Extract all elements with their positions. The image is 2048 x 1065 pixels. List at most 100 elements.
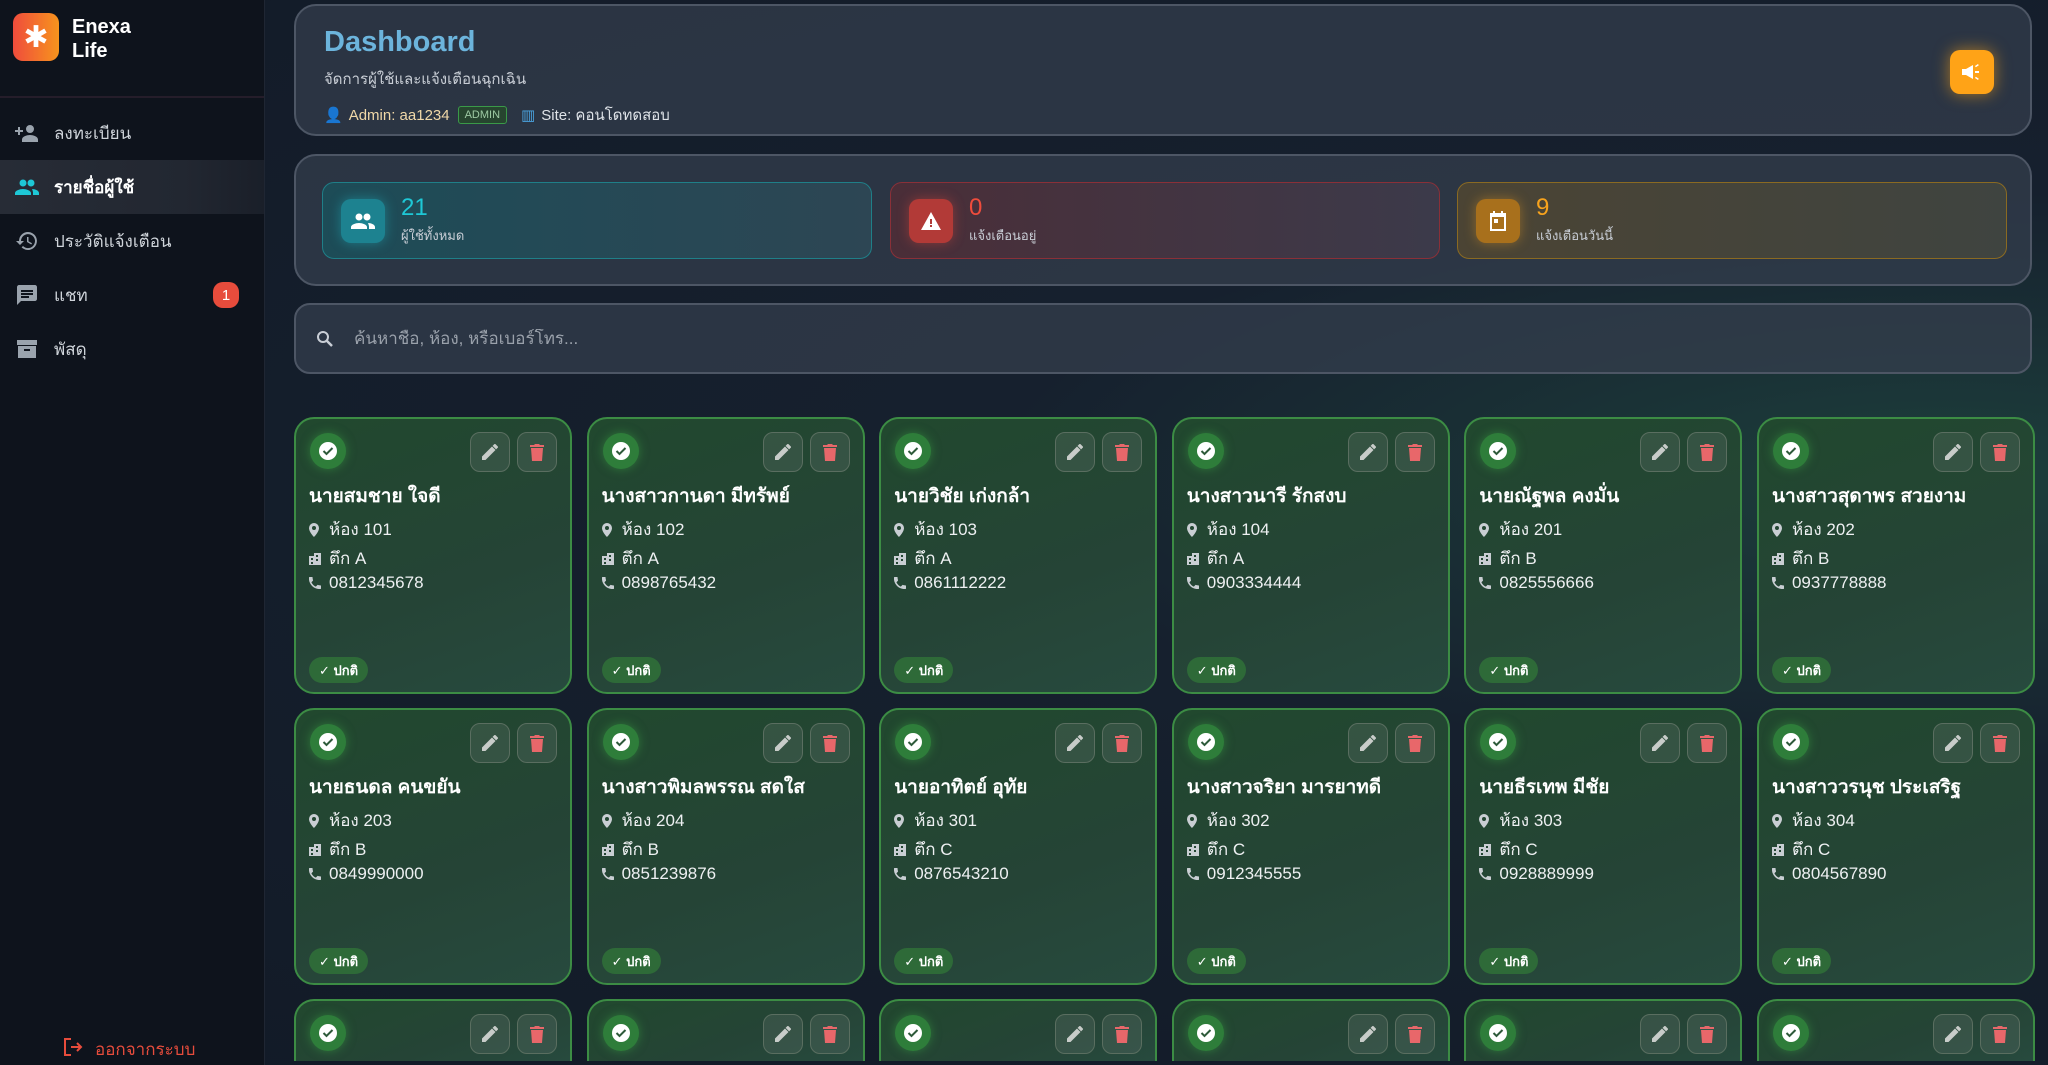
building: ตึก A: [621, 549, 659, 568]
building-row: ตึก C: [1479, 836, 1538, 863]
edit-button[interactable]: [1055, 432, 1096, 472]
trash-icon: [1115, 734, 1130, 752]
edit-button[interactable]: [470, 723, 510, 763]
delete-button[interactable]: [1394, 1014, 1435, 1054]
delete-button[interactable]: [1102, 723, 1143, 763]
user-card[interactable]: นางสาวพิมลพรรณ สดใส ห้อง 204 ตึก B 08512…: [586, 708, 865, 985]
edit-button[interactable]: [470, 432, 510, 472]
user-card[interactable]: นายวิชัย เก่งกล้า ห้อง 103 ตึก A 0861112…: [879, 417, 1158, 694]
broadcast-button[interactable]: [1950, 50, 1994, 94]
edit-button[interactable]: [1932, 723, 1973, 763]
user-card[interactable]: นายอาทิตย์ อุทัย ห้อง 301 ตึก C 08765432…: [879, 708, 1158, 985]
sidebar-item-chat[interactable]: แชท 1: [0, 268, 264, 322]
stats-panel: 21 ผู้ใช้ทั้งหมด 0 แจ้งเตือนอยู่ 9 แจ้งเตือ…: [294, 154, 2032, 286]
user-card[interactable]: นายสมชาย ใจดี ห้อง 101 ตึก A 0812345678 …: [294, 417, 572, 694]
pencil-icon: [482, 735, 498, 751]
search-icon: [317, 330, 333, 347]
edit-button[interactable]: [1640, 723, 1681, 763]
sidebar-item-parcels[interactable]: พัสดุ: [0, 322, 264, 376]
edit-button[interactable]: [762, 432, 803, 472]
edit-button[interactable]: [1640, 1014, 1681, 1054]
delete-button[interactable]: [1687, 1014, 1728, 1054]
delete-button[interactable]: [1979, 432, 2020, 472]
user-card[interactable]: นางสาวกานดา มีทรัพย์ ห้อง 102 ตึก A 0898…: [586, 417, 865, 694]
user-card[interactable]: [1756, 999, 2035, 1061]
edit-button[interactable]: [1055, 1014, 1096, 1054]
logout-button[interactable]: ออกจากระบบ: [63, 1036, 195, 1063]
trash-icon: [822, 734, 837, 752]
building-icon: [309, 843, 323, 856]
phone-row: 0903334444: [1186, 573, 1301, 593]
user-card[interactable]: นายธนดล คนขยัน ห้อง 203 ตึก B 0849990000…: [294, 708, 572, 985]
delete-button[interactable]: [809, 1014, 850, 1054]
phone-row: 0937778888: [1771, 573, 1887, 593]
delete-button[interactable]: [1687, 723, 1728, 763]
edit-button[interactable]: [762, 1014, 803, 1054]
user-card[interactable]: นางสาวจริยา มารยาทดี ห้อง 302 ตึก C 0912…: [1171, 708, 1450, 985]
user-card[interactable]: นางสาววรนุช ประเสริฐ ห้อง 304 ตึก C 0804…: [1756, 708, 2035, 985]
user-card[interactable]: [294, 999, 572, 1061]
site-label: Site: คอนโดทดสอบ: [541, 107, 670, 124]
brand-name: Enexa Life: [72, 16, 131, 62]
phone-icon: [1186, 577, 1201, 589]
sidebar-item-user-list[interactable]: รายชื่อผู้ใช้: [0, 160, 264, 214]
pencil-icon: [1067, 735, 1084, 751]
delete-button[interactable]: [1102, 1014, 1143, 1054]
building: ตึก C: [914, 840, 953, 859]
building: ตึก C: [1206, 840, 1246, 859]
user-card[interactable]: [1464, 999, 1743, 1061]
user-card[interactable]: นางสาวสุดาพร สวยงาม ห้อง 202 ตึก B 09377…: [1756, 417, 2035, 694]
sidebar-item-register[interactable]: ลงทะเบียน: [0, 106, 264, 160]
delete-button[interactable]: [1979, 723, 2020, 763]
room: ห้อง 303: [1499, 811, 1563, 830]
delete-button[interactable]: [1394, 723, 1435, 763]
edit-button[interactable]: [1347, 432, 1388, 472]
pencil-icon: [1944, 1026, 1961, 1042]
user-card[interactable]: [879, 999, 1158, 1061]
delete-button[interactable]: [809, 432, 850, 472]
logo-asterisk-icon: ✱: [13, 13, 59, 61]
delete-button[interactable]: [1394, 432, 1435, 472]
pencil-icon: [482, 444, 498, 460]
user-card[interactable]: [1171, 999, 1450, 1061]
location-pin-icon: [894, 813, 908, 828]
user-card[interactable]: นายณัฐพล คงมั่น ห้อง 201 ตึก B 082555666…: [1464, 417, 1743, 694]
user-card[interactable]: [586, 999, 865, 1061]
building: ตึก A: [329, 549, 367, 568]
delete-button[interactable]: [1979, 1014, 2020, 1054]
search-input[interactable]: [354, 328, 1854, 349]
history-icon: [14, 230, 40, 252]
edit-button[interactable]: [1932, 1014, 1973, 1054]
stat-active-alerts: 0 แจ้งเตือนอยู่: [890, 182, 1440, 259]
check-circle-icon: [1480, 1015, 1517, 1051]
edit-button[interactable]: [1347, 1014, 1388, 1054]
check-circle-icon: [895, 724, 932, 760]
user-card[interactable]: นายธีรเทพ มีชัย ห้อง 303 ตึก C 092888999…: [1464, 708, 1743, 985]
stat-value: 9: [1536, 194, 1550, 221]
user-card[interactable]: นางสาวนารี รักสงบ ห้อง 104 ตึก A 0903334…: [1171, 417, 1450, 694]
edit-button[interactable]: [1055, 723, 1096, 763]
delete-button[interactable]: [517, 432, 557, 472]
building-icon: [1479, 843, 1493, 856]
trash-icon: [530, 734, 544, 752]
delete-button[interactable]: [1687, 432, 1728, 472]
sidebar-item-alert-history[interactable]: ประวัติแจ้งเตือน: [0, 214, 264, 268]
phone: 0804567890: [1791, 864, 1887, 883]
edit-button[interactable]: [762, 723, 803, 763]
trash-icon: [1700, 1025, 1715, 1043]
building: ตึก B: [329, 840, 367, 859]
edit-button[interactable]: [1347, 723, 1388, 763]
edit-button[interactable]: [1640, 432, 1681, 472]
trash-icon: [822, 1025, 837, 1043]
room: ห้อง 104: [1206, 520, 1270, 539]
delete-button[interactable]: [809, 723, 850, 763]
header-meta: 👤 Admin: aa1234 ADMIN ▥ Site: คอนโดทดสอบ: [324, 103, 2002, 127]
delete-button[interactable]: [517, 723, 557, 763]
delete-button[interactable]: [1102, 432, 1143, 472]
delete-button[interactable]: [517, 1014, 557, 1054]
admin-user-icon: 👤: [324, 107, 343, 124]
edit-button[interactable]: [1932, 432, 1973, 472]
building: ตึก C: [1791, 840, 1831, 859]
edit-button[interactable]: [470, 1014, 510, 1054]
stat-label: ผู้ใช้ทั้งหมด: [401, 228, 465, 243]
